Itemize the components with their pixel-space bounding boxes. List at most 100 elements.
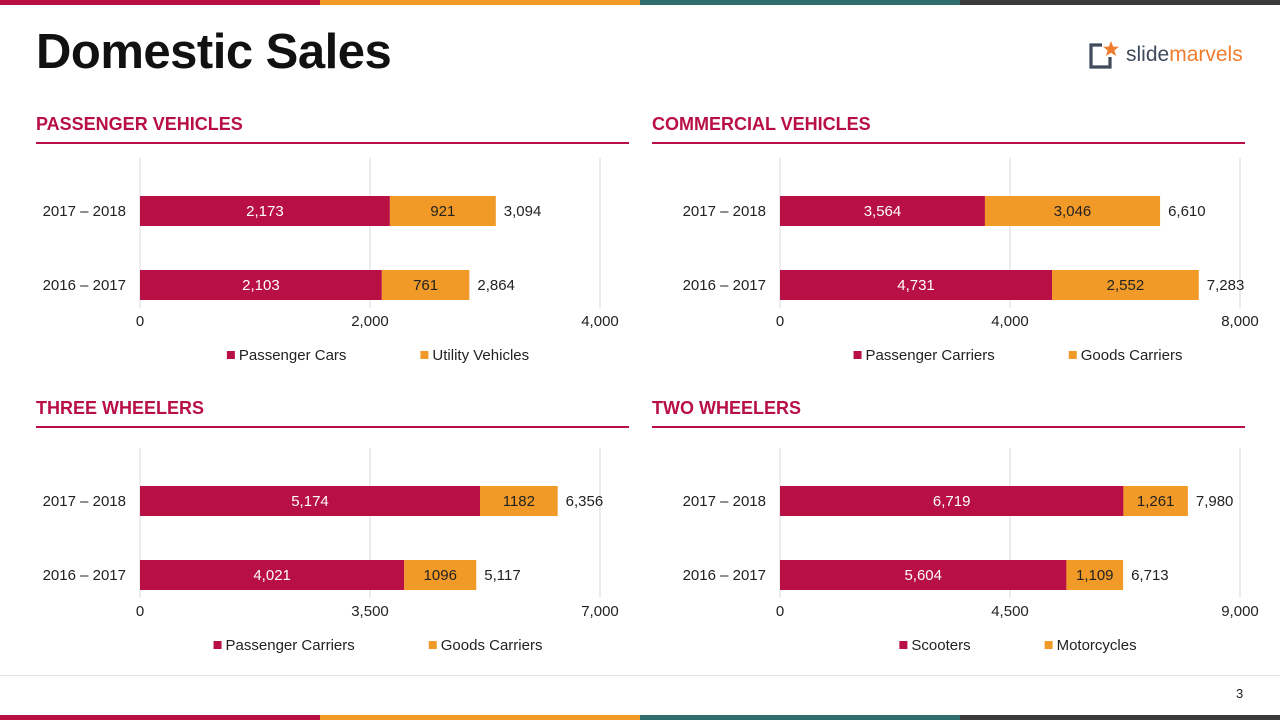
legend-swatch [420, 351, 429, 359]
chart-title: COMMERCIAL VEHICLES [652, 114, 871, 134]
bar-segment [404, 560, 477, 590]
bottom-color-strip [0, 715, 1280, 720]
x-tick-label: 9,000 [1221, 603, 1259, 620]
bar-segment [381, 270, 470, 300]
category-label: 2017 – 2018 [43, 493, 126, 510]
category-label: 2016 – 2017 [43, 567, 126, 584]
legend-swatch [428, 641, 437, 649]
legend-label: Goods Carriers [441, 637, 543, 654]
bar-segment [1066, 560, 1124, 590]
data-label: 3,046 [1054, 203, 1092, 220]
x-tick-label: 4,000 [581, 313, 619, 330]
total-label: 2,864 [477, 277, 515, 294]
legend-swatch [1044, 641, 1053, 649]
data-label: 6,719 [933, 493, 971, 510]
data-label: 2,103 [242, 277, 280, 294]
data-label: 2,552 [1107, 277, 1145, 294]
data-label: 5,174 [291, 493, 329, 510]
chart-title-rule [652, 142, 1245, 144]
bar-segment [984, 196, 1161, 226]
bar-segment [389, 196, 496, 226]
bar-segment [140, 486, 481, 516]
page-number: 3 [1236, 686, 1244, 701]
top-color-strip [0, 0, 1280, 5]
x-tick-label: 7,000 [581, 603, 619, 620]
chart-title-rule [652, 426, 1245, 428]
total-label: 5,117 [484, 567, 520, 584]
bar-segment [1052, 270, 1199, 300]
total-label: 6,610 [1168, 203, 1206, 220]
bar-segment [780, 560, 1067, 590]
data-label: 761 [413, 277, 438, 294]
category-label: 2016 – 2017 [683, 567, 766, 584]
chart-title: TWO WHEELERS [652, 398, 801, 418]
bar-segment [140, 270, 382, 300]
category-label: 2016 – 2017 [43, 277, 126, 294]
bar-segment [780, 196, 985, 226]
strip-segment-dark [960, 715, 1280, 720]
data-label: 4,731 [897, 277, 935, 294]
legend-swatch [853, 351, 862, 359]
bar-segment [780, 270, 1053, 300]
x-tick-label: 4,500 [991, 603, 1029, 620]
data-label: 921 [430, 203, 455, 220]
x-tick-label: 3,500 [351, 603, 389, 620]
chart-plot: 0 4,000 8,000 2017 – 2018 3,564 3,046 6,610 201… [683, 158, 1259, 364]
category-label: 2016 – 2017 [683, 277, 766, 294]
frame-star-icon [1088, 39, 1122, 71]
chart-plot: 0 4,500 9,000 2017 – 2018 6,719 1,261 7,980 201… [683, 448, 1259, 654]
bar-segment [140, 560, 405, 590]
bar-segment [1123, 486, 1188, 516]
legend: Passenger Cars Utility Vehicles [226, 347, 529, 364]
legend-label: Utility Vehicles [432, 347, 529, 364]
strip-segment-crimson [0, 0, 320, 5]
strip-segment-dark [960, 0, 1280, 5]
x-tick-label: 0 [136, 603, 144, 620]
logo-text: slidemarvels [1126, 43, 1243, 66]
bar-segment [480, 486, 558, 516]
x-tick-label: 2,000 [351, 313, 389, 330]
legend-swatch [226, 351, 235, 359]
data-label: 4,021 [253, 567, 291, 584]
chart-title: PASSENGER VEHICLES [36, 114, 243, 134]
legend-label: Goods Carriers [1081, 347, 1183, 364]
legend-label: Passenger Carriers [866, 347, 995, 364]
chart-title-rule [36, 142, 629, 144]
chart-title: THREE WHEELERS [36, 398, 205, 418]
chart-title-rule [36, 426, 629, 428]
legend-swatch [1068, 351, 1077, 359]
total-label: 3,094 [504, 203, 542, 220]
total-label: 7,283 [1207, 277, 1245, 294]
strip-segment-teal [640, 715, 960, 720]
total-label: 6,713 [1131, 567, 1169, 584]
data-label: 1096 [424, 567, 457, 584]
x-tick-label: 0 [776, 603, 784, 620]
strip-segment-orange [320, 0, 640, 5]
data-label: 2,173 [246, 203, 284, 220]
legend-label: Motorcycles [1057, 637, 1137, 654]
footer-divider [0, 675, 1280, 676]
legend: Passenger Carriers Goods Carriers [853, 347, 1183, 364]
data-label: 1,109 [1076, 567, 1114, 584]
legend-label: Passenger Carriers [226, 637, 355, 654]
legend-label: Scooters [911, 637, 970, 654]
data-label: 1,261 [1137, 493, 1175, 510]
legend: Scooters Motorcycles [899, 637, 1137, 654]
category-label: 2017 – 2018 [43, 203, 126, 220]
x-tick-label: 0 [776, 313, 784, 330]
data-label: 3,564 [864, 203, 902, 220]
logo: slidemarvels [1088, 39, 1243, 71]
chart-plot: 0 3,500 7,000 2017 – 2018 5,174 1182 6,356 2016… [43, 448, 619, 654]
category-label: 2017 – 2018 [683, 493, 766, 510]
x-tick-label: 0 [136, 313, 144, 330]
strip-segment-orange [320, 715, 640, 720]
x-tick-label: 4,000 [991, 313, 1029, 330]
category-label: 2017 – 2018 [683, 203, 766, 220]
legend-swatch [899, 641, 908, 649]
legend: Passenger Carriers Goods Carriers [213, 637, 543, 654]
legend-swatch [213, 641, 222, 649]
data-label: 5,604 [904, 567, 942, 584]
chart-plot: 0 2,000 4,000 2017 – 2018 2,173 921 3,094 2016 … [43, 158, 619, 364]
data-label: 1182 [503, 493, 535, 510]
bar-segment [140, 196, 390, 226]
